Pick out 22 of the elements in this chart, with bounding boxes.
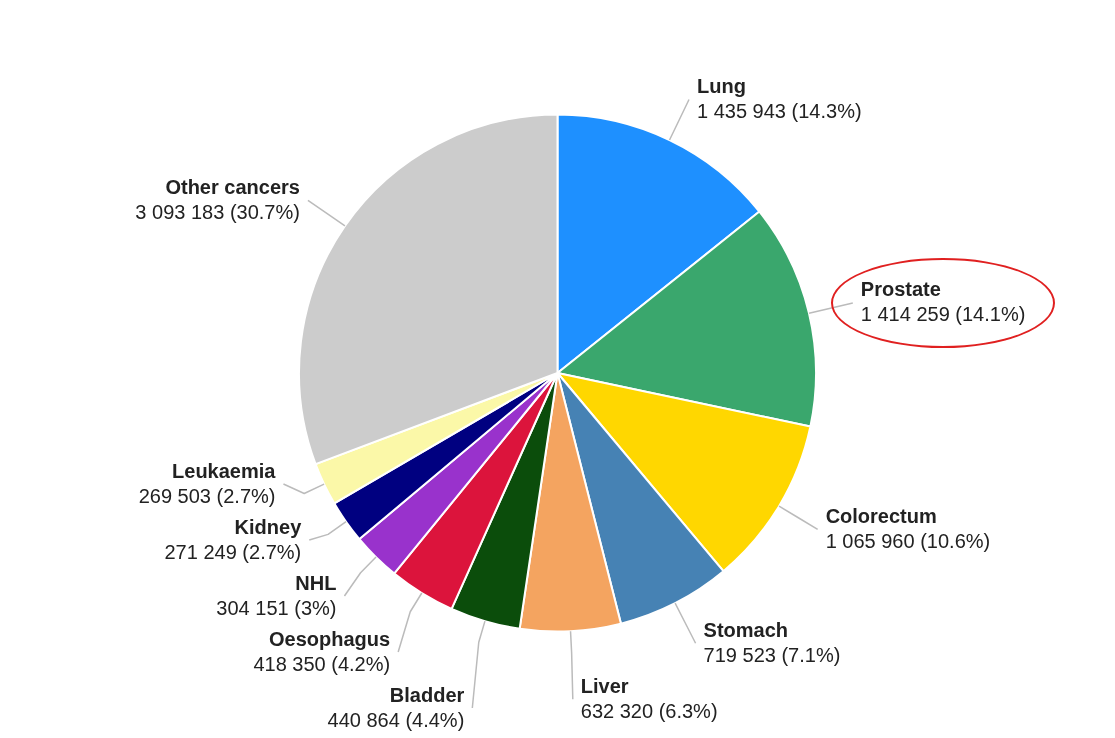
- data-label: 1 414 259 (14.1%): [860, 303, 1026, 326]
- data-label: 1 065 960 (10.6%): [825, 529, 991, 552]
- slice-label: Other cancers: [165, 175, 300, 198]
- data-label: 3 093 183 (30.7%): [135, 200, 300, 223]
- slice-label: Oesophagus: [269, 627, 391, 650]
- data-label: 271 249 (2.7%): [164, 540, 302, 563]
- slice-label: Bladder: [389, 683, 465, 706]
- data-label: 632 320 (6.3%): [580, 699, 718, 722]
- data-label: 418 350 (4.2%): [253, 652, 391, 675]
- slice-label: Colorectum: [825, 504, 937, 527]
- data-label: 440 864 (4.4%): [327, 708, 465, 731]
- slice-label: Prostate: [860, 278, 941, 301]
- data-label: 719 523 (7.1%): [703, 643, 841, 666]
- slice-label: Kidney: [234, 515, 303, 538]
- slice-label: NHL: [295, 571, 337, 594]
- slice-label: Liver: [580, 674, 629, 697]
- slice-label: Stomach: [703, 618, 789, 641]
- slice-label: Lung: [697, 74, 746, 97]
- data-label: 1 435 943 (14.3%): [697, 99, 862, 122]
- data-label: 304 151 (3%): [216, 596, 337, 619]
- slice-label: Leukaemia: [172, 459, 277, 482]
- data-label: 269 503 (2.7%): [138, 484, 276, 507]
